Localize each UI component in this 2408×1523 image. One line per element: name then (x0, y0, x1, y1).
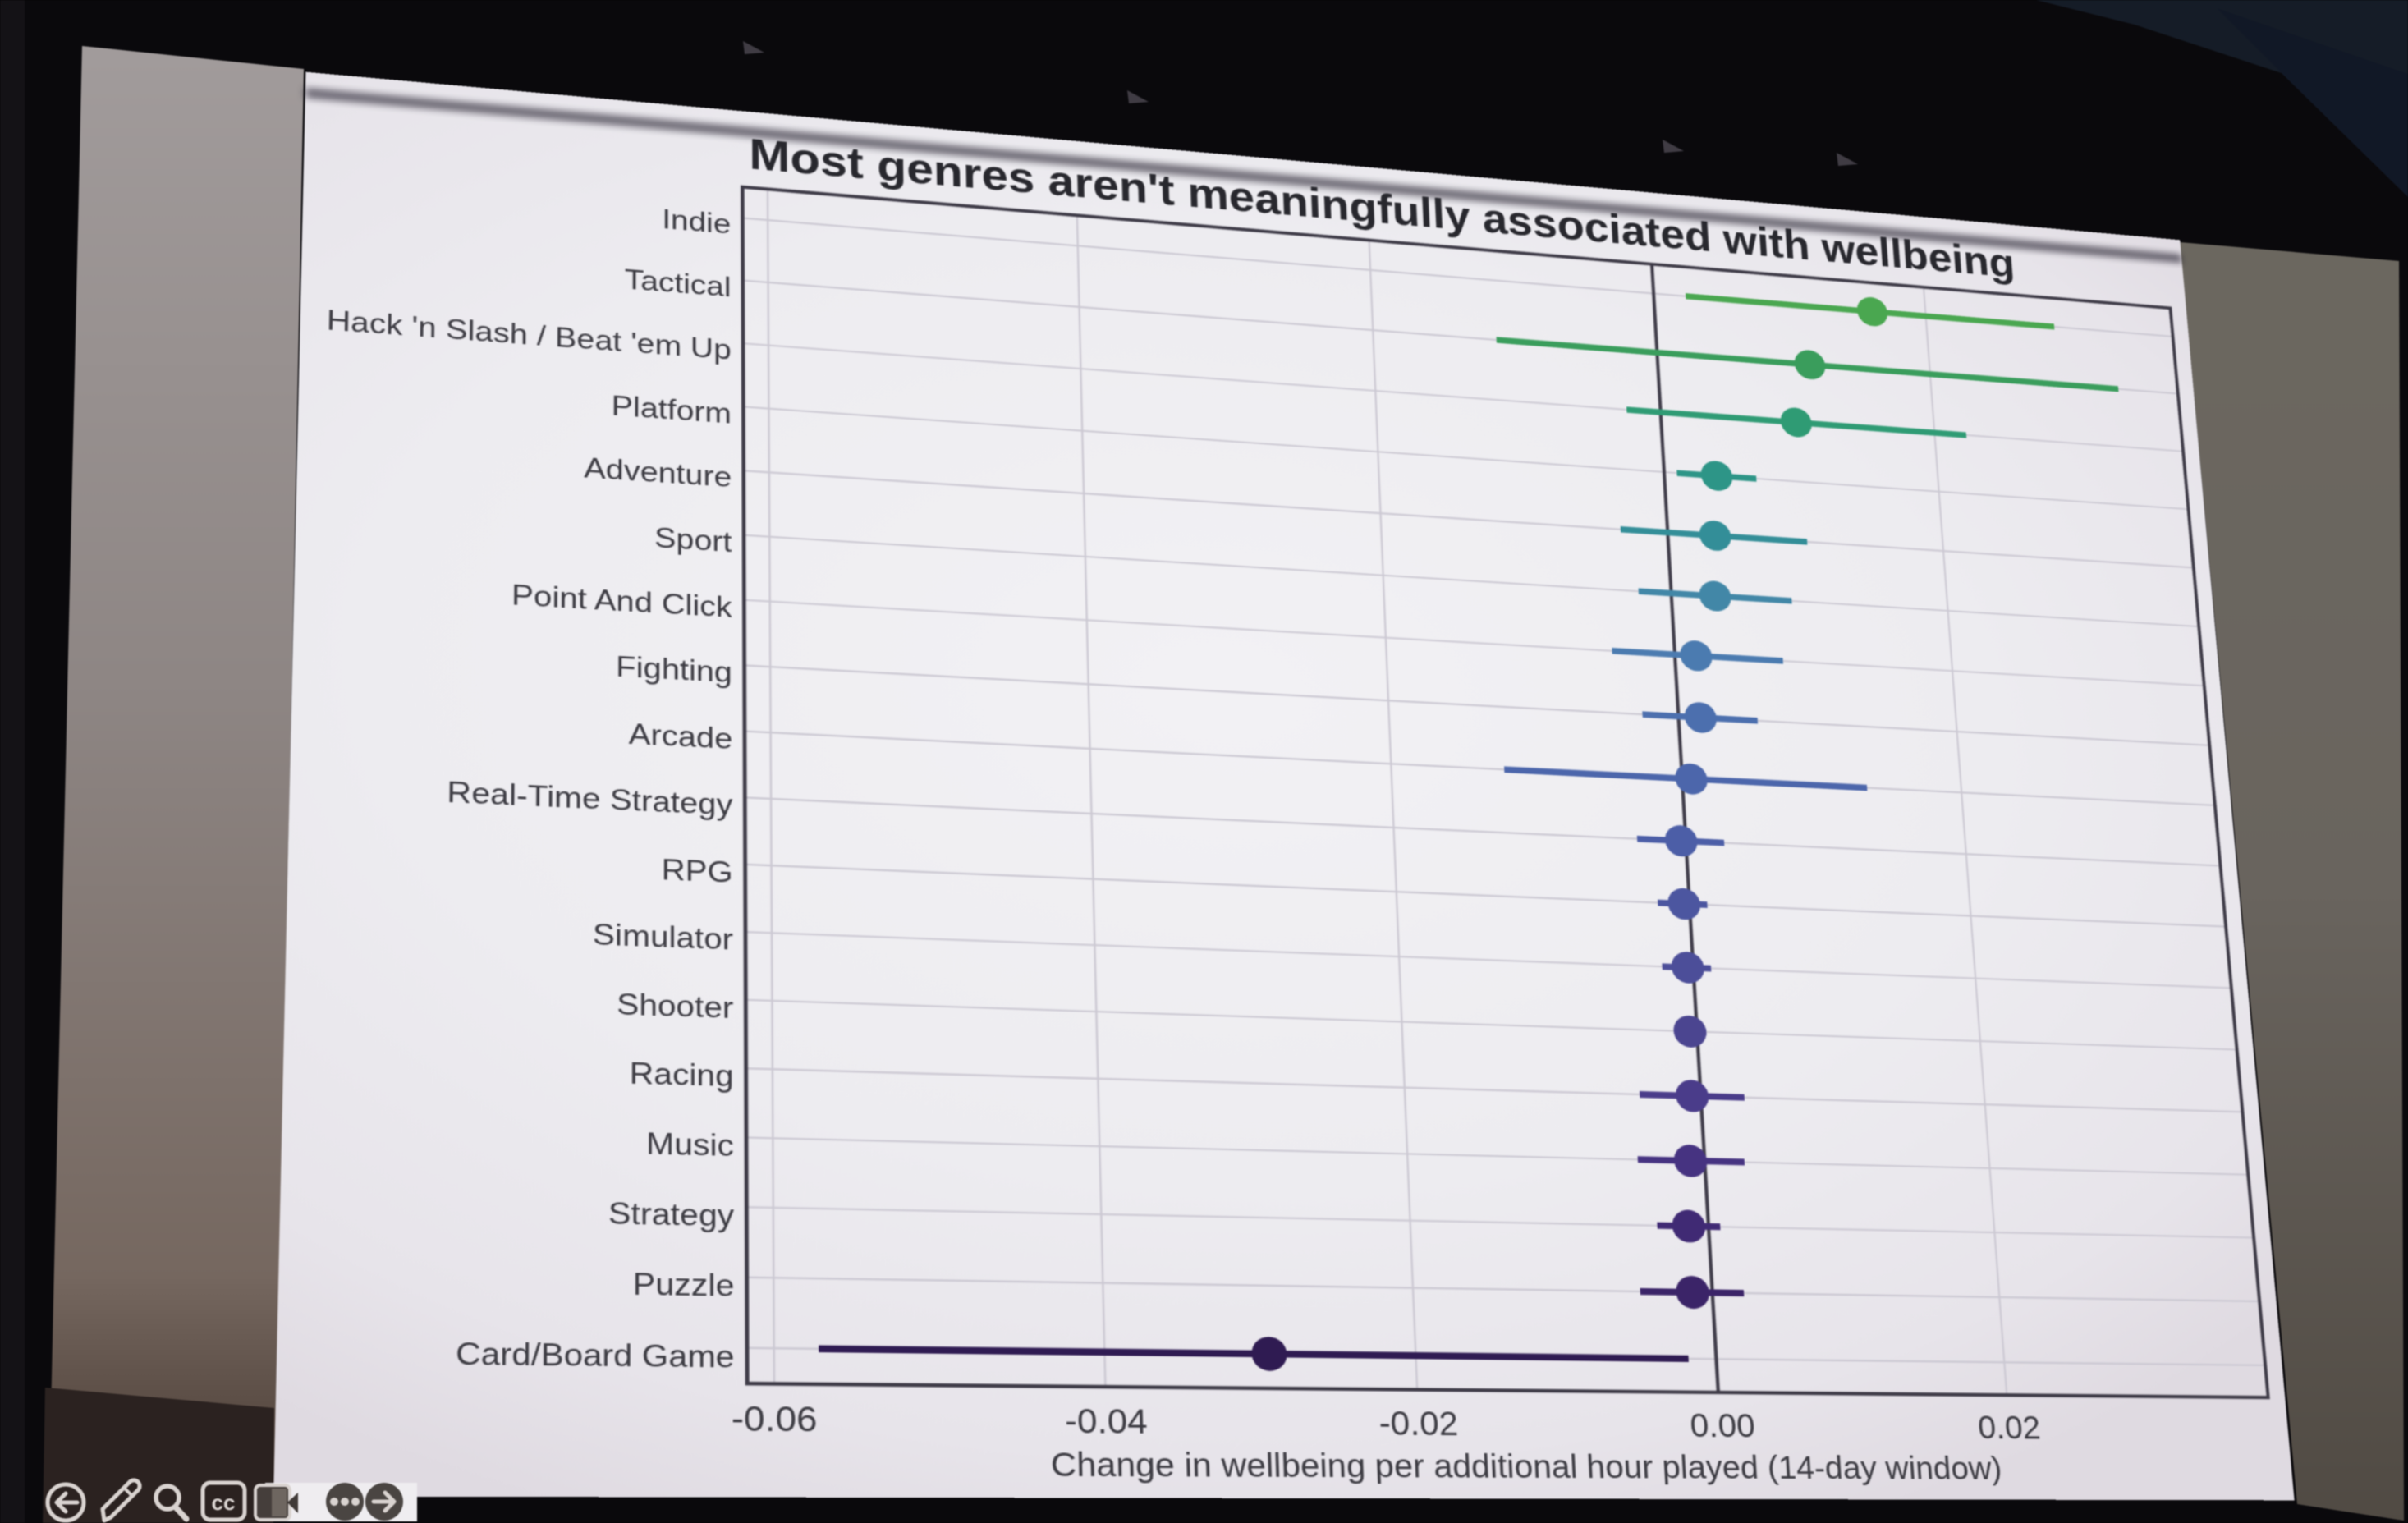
svg-text:Music: Music (646, 1126, 734, 1163)
svg-text:Indie: Indie (662, 204, 731, 240)
svg-text:Fighting: Fighting (616, 650, 732, 689)
svg-text:Card/Board Game: Card/Board Game (456, 1335, 735, 1374)
svg-text:Sport: Sport (654, 521, 732, 558)
svg-text:cc: cc (212, 1490, 236, 1515)
svg-text:-0.04: -0.04 (1065, 1401, 1149, 1441)
svg-text:Arcade: Arcade (629, 717, 733, 755)
svg-text:0.02: 0.02 (1977, 1409, 2042, 1446)
svg-text:-0.02: -0.02 (1378, 1404, 1459, 1443)
svg-text:Strategy: Strategy (608, 1195, 734, 1232)
svg-text:RPG: RPG (662, 852, 733, 888)
svg-text:Simulator: Simulator (593, 917, 733, 956)
svg-text:Shooter: Shooter (617, 987, 733, 1025)
svg-text:Change in wellbeing per additi: Change in wellbeing per additional hour … (1050, 1446, 2002, 1487)
svg-text:Puzzle: Puzzle (633, 1266, 735, 1302)
svg-text:-0.06: -0.06 (732, 1399, 818, 1439)
svg-text:0.00: 0.00 (1689, 1406, 1756, 1444)
svg-text:Racing: Racing (630, 1056, 734, 1093)
